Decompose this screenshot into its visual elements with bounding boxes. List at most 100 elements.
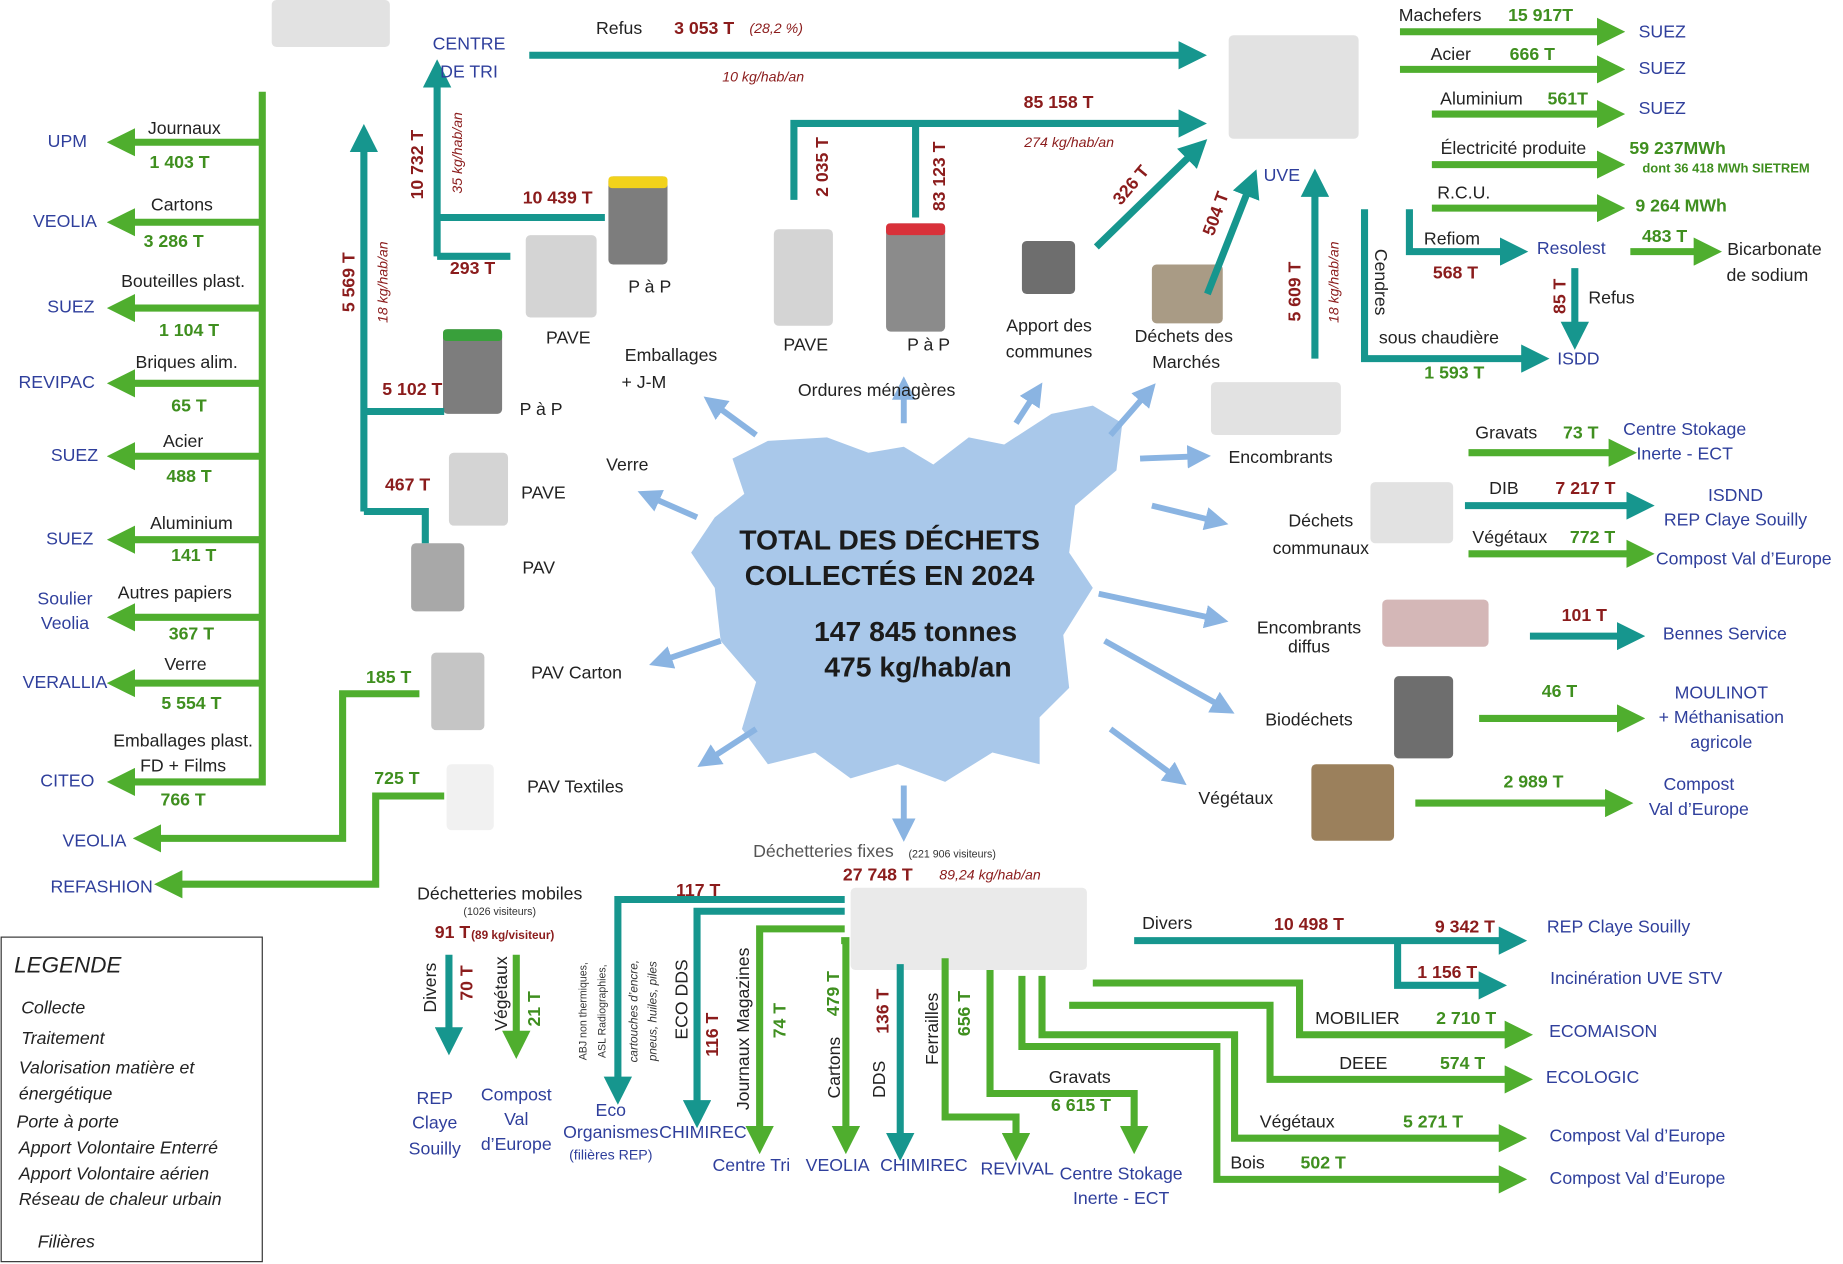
label: SUEZ bbox=[1639, 98, 1686, 118]
label: UPM bbox=[48, 131, 87, 151]
label: Bois bbox=[1230, 1153, 1265, 1173]
label: 1 403 T bbox=[150, 152, 210, 172]
label: P à P bbox=[628, 277, 671, 297]
label: 9 342 T bbox=[1435, 916, 1495, 936]
label: DE TRI bbox=[440, 62, 498, 82]
label: Val bbox=[504, 1109, 528, 1129]
label: DDS bbox=[869, 1061, 889, 1098]
label: Divers bbox=[1142, 913, 1192, 933]
label: 574 T bbox=[1440, 1053, 1485, 1073]
label: REP bbox=[417, 1088, 453, 1108]
label: Bennes Service bbox=[1663, 624, 1787, 644]
label: CHIMIREC bbox=[659, 1122, 747, 1142]
label: DIB bbox=[1489, 478, 1519, 498]
label: Divers bbox=[420, 963, 440, 1013]
label: MOULINOT bbox=[1675, 682, 1769, 702]
label: Compost bbox=[481, 1085, 552, 1105]
icon bbox=[449, 453, 508, 526]
icon bbox=[1370, 482, 1453, 543]
label: Autres papiers bbox=[118, 582, 232, 602]
label: REVIPAC bbox=[19, 372, 96, 392]
label: 59 237MWh bbox=[1629, 138, 1725, 158]
flow-arrow bbox=[711, 402, 756, 435]
icon bbox=[1382, 600, 1488, 647]
label: SUEZ bbox=[47, 297, 94, 317]
label: 483 T bbox=[1642, 226, 1687, 246]
flow-arrow bbox=[364, 511, 425, 543]
label: R.C.U. bbox=[1437, 183, 1490, 203]
center-title: COLLECTÉS EN 2024 bbox=[745, 559, 1035, 591]
flow-arrow bbox=[705, 729, 756, 762]
label: + Méthanisation bbox=[1659, 707, 1784, 727]
label: 7 217 T bbox=[1555, 478, 1615, 498]
label: + J-M bbox=[621, 372, 666, 392]
icon bbox=[608, 176, 667, 264]
label: Emballages plast. bbox=[113, 731, 253, 751]
label: Centre Stokage bbox=[1623, 419, 1746, 439]
label: Acier bbox=[163, 431, 203, 451]
label: 70 T bbox=[456, 965, 476, 1000]
center-title: TOTAL DES DÉCHETS bbox=[739, 524, 1040, 556]
legend-item: Valorisation matière et bbox=[19, 1058, 196, 1078]
label: Encombrants bbox=[1229, 447, 1333, 467]
label: 479 T bbox=[823, 971, 843, 1016]
label: Verre bbox=[164, 654, 206, 674]
territory-map bbox=[691, 406, 1122, 782]
label: Verre bbox=[606, 454, 648, 474]
legend-item: Filières bbox=[38, 1232, 95, 1252]
label: 136 T bbox=[872, 988, 892, 1033]
label: Compost Val d’Europe bbox=[1550, 1168, 1726, 1188]
icon bbox=[1022, 241, 1075, 294]
label: REP Claye Souilly bbox=[1664, 510, 1807, 530]
label: 46 T bbox=[1542, 681, 1578, 701]
label: Souilly bbox=[409, 1139, 461, 1159]
label: REFASHION bbox=[50, 876, 152, 896]
label: Centre Tri bbox=[713, 1155, 791, 1175]
label: VEOLIA bbox=[63, 831, 127, 851]
label: 141 T bbox=[171, 545, 216, 565]
label: Refus bbox=[1588, 287, 1634, 307]
icon bbox=[774, 229, 833, 325]
label: 74 T bbox=[770, 1003, 790, 1038]
label: 5 569 T bbox=[338, 252, 358, 312]
flow-arrow bbox=[1099, 594, 1220, 620]
icon bbox=[526, 235, 597, 317]
icon bbox=[447, 764, 494, 830]
label: Gravats bbox=[1475, 423, 1537, 443]
label: ASL Radiographies, bbox=[596, 964, 608, 1058]
flow-arrow bbox=[1111, 390, 1150, 435]
label: Végétaux bbox=[491, 956, 511, 1031]
label: Cartons bbox=[151, 194, 213, 214]
label: Cendres bbox=[1371, 249, 1391, 316]
label: de sodium bbox=[1727, 265, 1809, 285]
label: 488 T bbox=[166, 466, 211, 486]
legend-title: LEGENDE bbox=[14, 952, 122, 977]
label: Acier bbox=[1431, 44, 1471, 64]
label: Val d’Europe bbox=[1649, 799, 1749, 819]
label: MOBILIER bbox=[1315, 1008, 1400, 1028]
label: 274 kg/hab/an bbox=[1023, 134, 1114, 150]
label: Déchetteries mobiles bbox=[417, 883, 582, 903]
flow-arrow bbox=[1152, 506, 1219, 522]
diagram: TOTAL DES DÉCHETS COLLECTÉS EN 2024 147 … bbox=[0, 0, 1843, 1264]
label: PAV Textiles bbox=[527, 776, 624, 796]
label: PAV bbox=[522, 558, 555, 578]
label: 2 989 T bbox=[1503, 772, 1563, 792]
label: REP Claye Souilly bbox=[1547, 916, 1690, 936]
label: Claye bbox=[412, 1113, 457, 1133]
label: 27 748 T bbox=[843, 865, 913, 885]
icon bbox=[1211, 382, 1341, 435]
icon bbox=[886, 223, 945, 331]
label: (221 906 visiteurs) bbox=[909, 849, 996, 861]
label: SUEZ bbox=[46, 528, 93, 548]
label: SUEZ bbox=[1639, 22, 1686, 42]
label: Refiom bbox=[1424, 229, 1480, 249]
label: 772 T bbox=[1570, 527, 1615, 547]
label: Veolia bbox=[41, 613, 89, 633]
legend-item: Traitement bbox=[21, 1028, 105, 1048]
label: Déchets bbox=[1288, 511, 1353, 531]
label: Compost bbox=[1663, 774, 1734, 794]
legend-item: Apport Volontaire Enterré bbox=[18, 1137, 218, 1157]
label: CENTRE bbox=[433, 33, 506, 53]
label: 3 286 T bbox=[144, 231, 204, 251]
